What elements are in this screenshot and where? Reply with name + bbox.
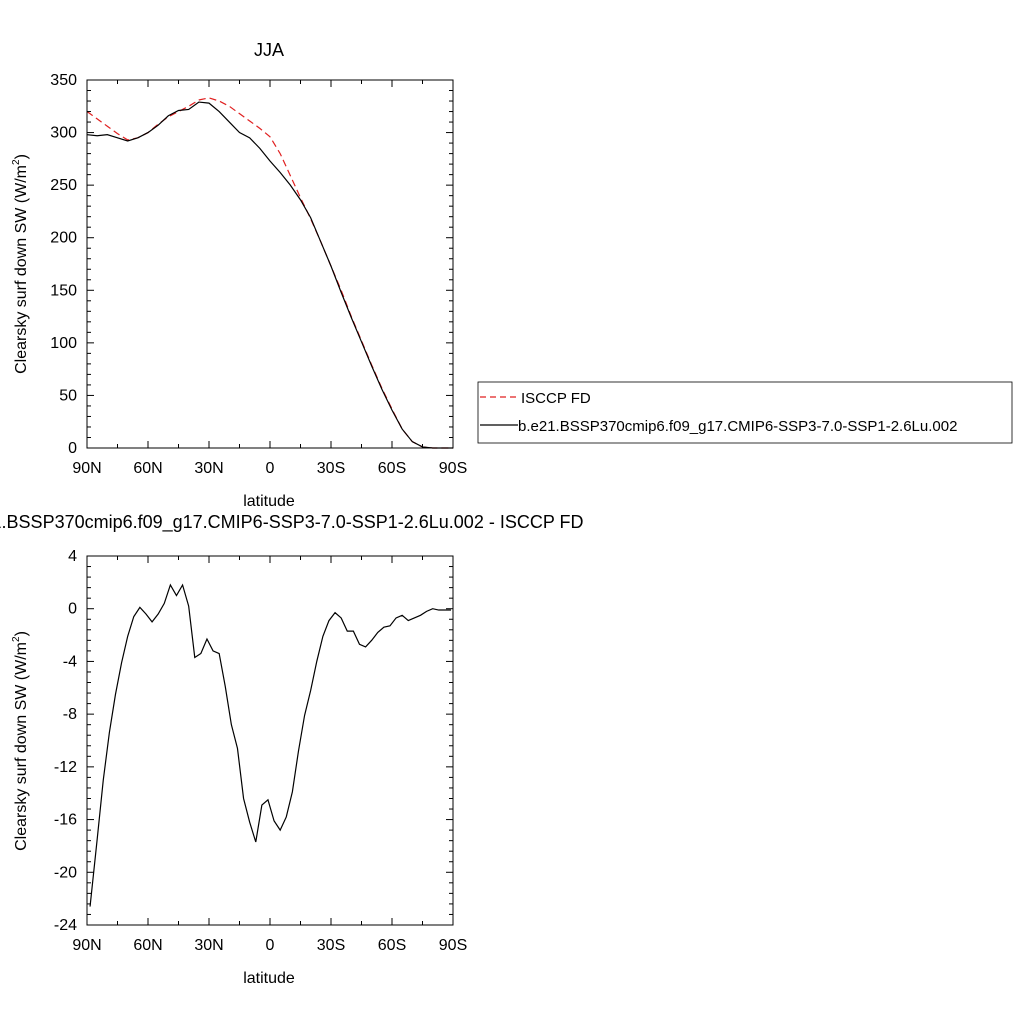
top-plot-x-tick-label: 60N <box>133 460 162 477</box>
top-plot-y-tick-label: 150 <box>50 282 77 299</box>
bottom-plot-series-layer <box>89 583 451 907</box>
top-plot-series-line-1 <box>86 101 453 449</box>
top-plot-x-tick-label: 0 <box>266 460 275 477</box>
bottom-plot-x-ticks: 90N 60N 30N 0 30S 60S 90S <box>72 556 467 954</box>
bottom-plot-series-line-0 <box>89 583 451 907</box>
bottom-plot-frame <box>86 555 454 926</box>
top-plot-y-ticks: 0 50 100 150 200 250 300 350 <box>50 72 453 457</box>
legend-label-isccp: ISCCP FD <box>521 390 591 407</box>
top-plot-x-tick-label: 60S <box>378 460 406 477</box>
top-plot-series-layer <box>86 97 453 449</box>
bottom-plot-x-tick-label: 30S <box>317 937 345 954</box>
bottom-plot-x-tick-label: 60N <box>133 937 162 954</box>
top-plot-y-tick-label: 300 <box>50 125 77 142</box>
bottom-plot-x-tick-label: 90S <box>439 937 467 954</box>
bottom-plot-ylabel: Clearsky surf down SW (W/m2) <box>11 631 30 851</box>
bottom-plot-y-tick-label: 0 <box>68 601 77 618</box>
bottom-plot-title: b.e21.BSSP370cmip6.f09_g17.CMIP6-SSP3-7.… <box>0 512 584 533</box>
top-plot-xlabel: latitude <box>243 493 295 510</box>
bottom-plot-y-tick-label: -4 <box>63 653 77 670</box>
top-plot-x-ticks: 90N 60N 30N 0 30S 60S 90S <box>72 80 467 477</box>
bottom-plot-y-ticks: 4 0 -4 -8 -12 -16 -20 -24 <box>54 548 453 934</box>
bottom-plot-y-tick-label: 4 <box>68 548 77 565</box>
bottom-plot-y-tick-label: -12 <box>54 759 77 776</box>
bottom-plot: b.e21.BSSP370cmip6.f09_g17.CMIP6-SSP3-7.… <box>0 512 584 987</box>
bottom-plot-y-tick-label: -8 <box>63 706 77 723</box>
bottom-plot-x-tick-label: 0 <box>266 937 275 954</box>
bottom-plot-xlabel: latitude <box>243 970 295 987</box>
top-plot-y-tick-label: 0 <box>68 440 77 457</box>
top-plot-y-tick-label: 100 <box>50 335 77 352</box>
top-plot: JJA 90N 60N 30N 0 30S 60S 90S 0 50 100 150 200 250 3… <box>11 40 467 510</box>
bottom-plot-y-tick-label: -20 <box>54 864 77 881</box>
top-plot-y-tick-label: 200 <box>50 230 77 247</box>
top-plot-x-tick-label: 90S <box>439 460 467 477</box>
top-plot-x-tick-label: 30N <box>194 460 223 477</box>
legend-label-model: b.e21.BSSP370cmip6.f09_g17.CMIP6-SSP3-7.… <box>518 418 957 435</box>
legend: ISCCP FD b.e21.BSSP370cmip6.f09_g17.CMIP… <box>477 381 1013 444</box>
top-plot-x-tick-label: 30S <box>317 460 345 477</box>
top-plot-x-tick-label: 90N <box>72 460 101 477</box>
legend-box <box>477 381 1013 444</box>
top-plot-y-tick-label: 350 <box>50 72 77 89</box>
top-plot-y-tick-label: 250 <box>50 177 77 194</box>
bottom-plot-x-tick-label: 60S <box>378 937 406 954</box>
bottom-plot-x-tick-label: 90N <box>72 937 101 954</box>
bottom-plot-y-tick-label: -24 <box>54 917 77 934</box>
top-plot-title: JJA <box>254 40 284 60</box>
top-plot-series-line-0 <box>86 97 453 449</box>
bottom-plot-x-tick-label: 30N <box>194 937 223 954</box>
bottom-plot-y-tick-label: -16 <box>54 812 77 829</box>
top-plot-y-tick-label: 50 <box>59 387 77 404</box>
top-plot-ylabel: Clearsky surf down SW (W/m2) <box>11 154 30 374</box>
